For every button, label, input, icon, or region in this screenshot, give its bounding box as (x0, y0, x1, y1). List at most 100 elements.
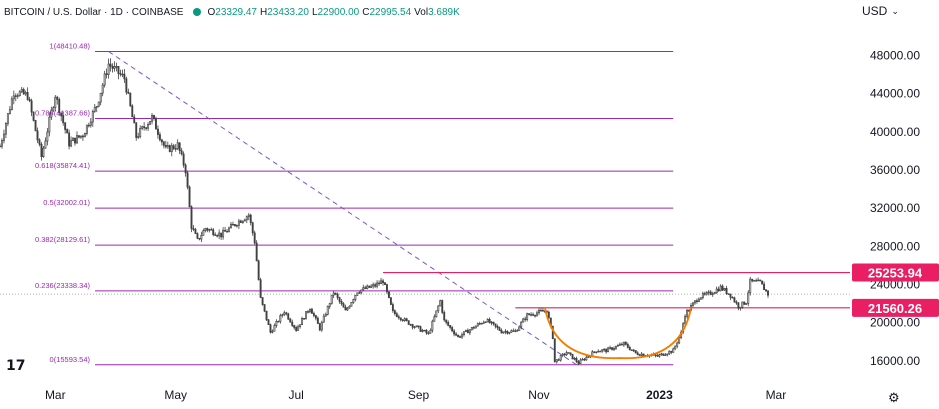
candle-down (425, 329, 428, 334)
candle-up (622, 341, 625, 346)
candle-down (164, 145, 167, 148)
candle-down (642, 353, 645, 357)
candle-up (76, 135, 78, 144)
candle-down (196, 233, 199, 239)
candle-up (753, 280, 756, 282)
candle-up (530, 314, 533, 316)
currency-selector[interactable]: USD ⌄ (862, 4, 899, 18)
symbol-title[interactable]: BITCOIN / U.S. Dollar · 1D · COINBASE (4, 6, 184, 18)
candle-up (478, 323, 481, 325)
candle-down (125, 78, 128, 93)
candle-down (765, 289, 767, 292)
candle-up (356, 292, 359, 296)
candle-down (160, 139, 163, 143)
candle-up (660, 353, 663, 356)
candle-up (476, 323, 479, 327)
candle-down (364, 287, 367, 290)
candle-up (48, 116, 51, 133)
candle-up (297, 326, 300, 331)
candle-up (504, 330, 507, 333)
candle-up (640, 353, 643, 356)
candle-up (14, 95, 17, 97)
candle-down (577, 361, 580, 364)
candle-down (405, 318, 408, 322)
candle-up (99, 92, 102, 103)
candle-down (709, 291, 712, 295)
gear-icon[interactable]: ⚙ (888, 390, 900, 405)
candle-down (32, 111, 35, 121)
candle-down (233, 224, 236, 227)
candle-down (571, 353, 574, 360)
candle-down (626, 343, 629, 348)
candle-down (492, 321, 495, 325)
candle-down (737, 302, 740, 309)
candle-up (672, 348, 675, 353)
candle-up (326, 306, 329, 315)
candle-up (502, 331, 505, 334)
candle-up (83, 133, 86, 138)
candle-up (437, 305, 440, 312)
candle-down (40, 143, 43, 157)
candle-down (135, 122, 138, 138)
candle-down (449, 325, 452, 328)
candle-up (423, 329, 426, 332)
candle-down (334, 292, 337, 295)
candle-down (30, 100, 33, 113)
candle-up (711, 293, 714, 295)
candle-down (253, 232, 256, 244)
close-label: C (362, 6, 370, 18)
candle-down (34, 120, 37, 132)
candle-up (664, 354, 667, 357)
candle-down (58, 99, 61, 114)
candle-down (751, 278, 754, 282)
candle-up (46, 131, 49, 142)
candle-up (694, 300, 696, 304)
candle-down (695, 300, 698, 303)
candle-up (243, 219, 246, 222)
tradingview-logo[interactable]: 17 (6, 358, 26, 374)
candle-up (281, 314, 284, 316)
candle-down (269, 324, 272, 333)
candle-up (121, 73, 124, 76)
currency-label: USD (862, 4, 888, 18)
candle-up (697, 298, 700, 303)
candle-up (79, 135, 82, 138)
y-axis-tick-label: 44000.00 (870, 87, 920, 101)
candle-down (632, 349, 635, 352)
candle-up (719, 285, 722, 292)
candle-down (56, 96, 59, 100)
candle-down (524, 318, 527, 321)
candle-down (496, 325, 499, 329)
candle-up (50, 109, 53, 118)
candle-up (522, 318, 525, 323)
candle-up (516, 330, 519, 332)
candle-down (457, 334, 459, 337)
candle-up (421, 330, 424, 332)
candle-down (453, 330, 456, 335)
y-axis-tick-label: 40000.00 (870, 125, 920, 139)
candle-down (368, 285, 371, 288)
candle-up (151, 115, 153, 122)
candle-down (743, 301, 746, 305)
candle-down (267, 319, 270, 326)
candle-down (735, 301, 738, 304)
candle-up (587, 356, 590, 358)
candle-up (354, 294, 357, 300)
candle-up (461, 334, 463, 338)
candle-down (206, 228, 209, 231)
candle-up (1, 140, 3, 147)
candle-up (581, 358, 584, 361)
candle-down (620, 343, 623, 346)
candle-down (488, 318, 491, 324)
candle-down (569, 352, 572, 355)
candle-up (757, 279, 760, 282)
candle-up (362, 287, 365, 291)
fib-level-label: 0.236(23338.34) (35, 281, 91, 290)
candle-down (336, 293, 339, 298)
candle-up (579, 359, 582, 364)
candle-up (346, 307, 349, 311)
candle-down (636, 352, 639, 356)
candle-up (103, 73, 106, 86)
